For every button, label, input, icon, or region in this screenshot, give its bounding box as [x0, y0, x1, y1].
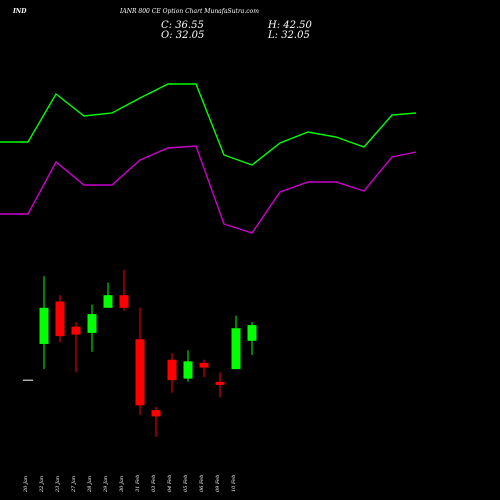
- candle: [103, 282, 113, 308]
- candle-body: [231, 328, 241, 370]
- candle: [215, 372, 225, 398]
- ticker-label: IND: [13, 8, 27, 15]
- low-value: L: 32.05: [268, 30, 310, 41]
- indicator-bands: [0, 83, 417, 234]
- x-tick-label: 04 Feb: [167, 475, 173, 492]
- candle-body: [215, 381, 225, 385]
- x-tick-label: 27 Jan: [71, 476, 77, 493]
- x-tick-label: 10 Feb: [231, 475, 237, 492]
- candle-body: [71, 326, 81, 335]
- x-tick-label: 31 Feb: [135, 475, 141, 492]
- x-tick-label: 06 Feb: [199, 475, 205, 492]
- open-value: O: 32.05: [161, 30, 205, 41]
- candle: [247, 321, 257, 355]
- candle-body: [39, 307, 49, 344]
- candle-body: [151, 410, 161, 417]
- candle-body: [247, 325, 257, 341]
- candle: [199, 359, 209, 378]
- candle: [119, 270, 129, 311]
- candle-body: [55, 301, 65, 337]
- close-value: C: 36.55: [161, 20, 204, 31]
- x-tick-label: 23 Jan: [55, 476, 61, 493]
- candle-body: [183, 361, 193, 379]
- high-value: H: 42.50: [268, 20, 312, 31]
- x-tick-label: 20 Jan: [23, 476, 29, 493]
- candles: [23, 270, 257, 437]
- candle-body: [199, 362, 209, 368]
- x-tick-label: 29 Jan: [103, 476, 109, 493]
- candle-body: [167, 359, 177, 381]
- x-axis-labels: 20 Jan 22 Jan 23 Jan 27 Jan 28 Jan 29 Jan 30 J…: [23, 475, 237, 493]
- candle: [71, 321, 81, 373]
- candle-body: [135, 339, 145, 406]
- candle: [231, 315, 241, 370]
- lower-band-line: [0, 145, 417, 234]
- candle-body: [119, 295, 129, 308]
- candle: [87, 304, 97, 352]
- x-tick-label: 03 Feb: [151, 475, 157, 492]
- candle-body: [87, 314, 97, 333]
- candle: [135, 307, 145, 415]
- x-tick-label: 22 Jan: [39, 476, 45, 493]
- candle: [55, 295, 65, 343]
- candle: [39, 276, 49, 370]
- x-tick-label: 05 Feb: [183, 475, 189, 492]
- upper-band-line: [0, 83, 417, 166]
- x-tick-label: 28 Jan: [87, 476, 93, 493]
- candle-body: [103, 295, 113, 308]
- x-tick-label: 09 Feb: [215, 475, 221, 492]
- candle: [183, 350, 193, 382]
- candle: [151, 406, 161, 437]
- x-tick-label: 30 Jan: [119, 476, 125, 492]
- candle: [167, 353, 177, 393]
- chart-subtitle: IANR 800 CE Option Chart MunafaSutra.com: [120, 8, 259, 15]
